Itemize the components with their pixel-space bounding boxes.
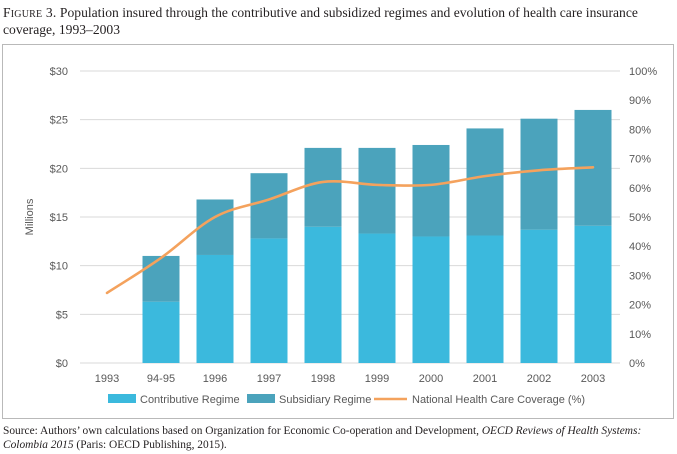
y2-tick-label: 30% xyxy=(629,270,651,282)
y-tick-label: $25 xyxy=(50,115,68,127)
bar-contributive xyxy=(520,229,558,363)
bar-contributive xyxy=(250,238,288,363)
y-tick-label: $10 xyxy=(50,261,68,273)
y2-tick-label: 0% xyxy=(629,358,645,370)
figure-title: Population insured through the contribut… xyxy=(3,5,638,37)
bar-subsidiary xyxy=(412,144,450,237)
x-tick-label: 2001 xyxy=(473,373,497,385)
x-tick-label: 1997 xyxy=(257,373,281,385)
chart-svg: $0 $5 $10 $15 $20 $25 $30 0% 10% 20% 30% 40% 50% 60% 7… xyxy=(24,66,657,406)
source-prefix: Source: Authors’ own calculations based … xyxy=(3,425,482,437)
y-tick-label: $30 xyxy=(50,66,68,78)
y2-tick-label: 40% xyxy=(629,241,651,253)
y-axis-title: Millions xyxy=(24,198,36,235)
bar-contributive xyxy=(196,254,234,363)
bar-subsidiary xyxy=(520,118,558,230)
figure-caption: Figure 3. Population insured through the… xyxy=(3,4,663,38)
bar-contributive xyxy=(412,236,450,363)
bar-subsidiary xyxy=(358,147,396,234)
bar-subsidiary xyxy=(142,255,180,302)
y-tick-label: $5 xyxy=(56,309,68,321)
y2-tick-label: 60% xyxy=(629,183,651,195)
y2-tick-label: 10% xyxy=(629,329,651,341)
x-tick-label: 2002 xyxy=(527,373,551,385)
y-tick-label: $0 xyxy=(56,358,68,370)
legend-label-coverage: National Health Care Coverage (%) xyxy=(412,394,585,406)
y-tick-label: $15 xyxy=(50,212,68,224)
bar-contributive xyxy=(574,225,612,363)
y-tick-label: $20 xyxy=(50,163,68,175)
legend-swatch-contributive xyxy=(108,394,136,403)
bar-contributive xyxy=(304,226,342,363)
bar-contributive xyxy=(466,235,504,363)
y2-tick-label: 70% xyxy=(629,154,651,166)
y2-tick-label: 50% xyxy=(629,212,651,224)
x-tick-label: 1996 xyxy=(203,373,227,385)
x-tick-label: 2003 xyxy=(581,373,605,385)
x-tick-label: 2000 xyxy=(419,373,443,385)
figure-label: Figure 3. xyxy=(3,5,57,20)
x-tick-label: 1998 xyxy=(311,373,335,385)
bar-subsidiary xyxy=(196,199,234,255)
y2-tick-label: 80% xyxy=(629,124,651,136)
source-suffix: (Paris: OECD Publishing, 2015). xyxy=(73,439,227,451)
bar-subsidiary xyxy=(466,128,504,236)
y2-tick-label: 20% xyxy=(629,300,651,312)
bar-contributive xyxy=(358,233,396,363)
bar-subsidiary xyxy=(304,147,342,227)
x-tick-label: 1993 xyxy=(95,373,119,385)
x-tick-label: 94-95 xyxy=(147,373,175,385)
bar-contributive xyxy=(142,301,180,363)
y2-tick-label: 100% xyxy=(629,66,657,78)
source-title: OECD Reviews of Health Systems: Colombia… xyxy=(3,425,642,451)
legend-label-subsidiary: Subsidiary Regime xyxy=(279,394,371,406)
coverage-line xyxy=(105,166,595,295)
legend-label-contributive: Contributive Regime xyxy=(140,394,240,406)
bar-subsidiary xyxy=(250,173,288,239)
legend-swatch-subsidiary xyxy=(247,394,275,403)
y2-tick-label: 90% xyxy=(629,95,651,107)
source-note: Source: Authors’ own calculations based … xyxy=(3,424,673,452)
x-tick-label: 1999 xyxy=(365,373,389,385)
chart-frame: $0 $5 $10 $15 $20 $25 $30 0% 10% 20% 30% 40% 50% 60% 7… xyxy=(2,44,674,419)
